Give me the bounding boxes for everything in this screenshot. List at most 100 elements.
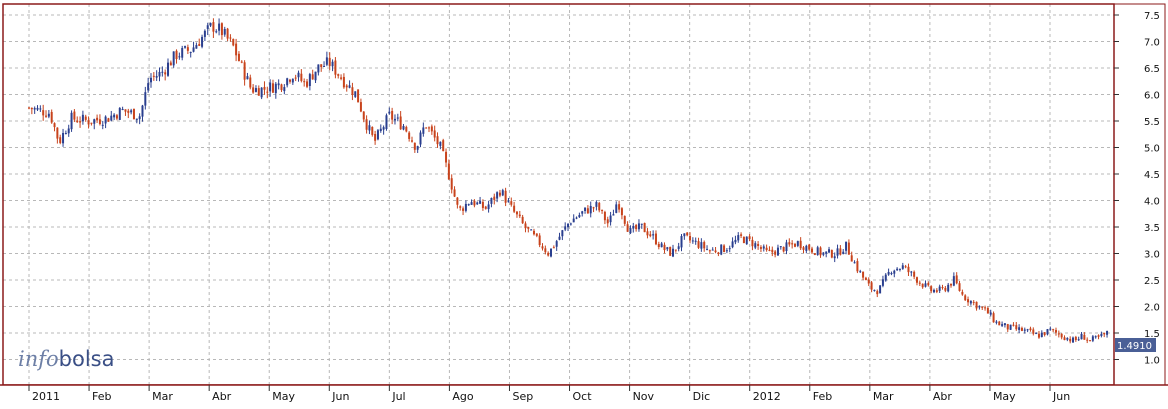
candle-body xyxy=(314,71,317,81)
candle-body xyxy=(532,230,535,235)
candle-body xyxy=(768,249,771,251)
candle-body xyxy=(915,277,918,283)
candle-body xyxy=(737,235,740,241)
candle-body xyxy=(864,277,867,281)
candle-body xyxy=(643,223,646,233)
candle-body xyxy=(351,87,354,95)
candle-body xyxy=(697,241,700,248)
candle-body xyxy=(992,313,995,323)
candle-body xyxy=(393,118,396,121)
candle-body xyxy=(745,236,748,245)
x-tick-label: Mar xyxy=(152,390,173,403)
candle-body xyxy=(1032,329,1035,334)
candle-body xyxy=(1060,333,1063,338)
candle-body xyxy=(544,248,547,253)
candle-body xyxy=(552,247,555,249)
candle-body xyxy=(198,44,201,46)
candle-body xyxy=(649,234,652,237)
candle-body xyxy=(64,133,67,135)
candle-body xyxy=(972,301,975,303)
candle-body xyxy=(235,43,238,56)
candle-body xyxy=(33,108,36,110)
candle-body xyxy=(896,268,899,271)
candle-body xyxy=(186,47,189,51)
y-tick-label: 1.5 xyxy=(1144,329,1160,340)
candle-body xyxy=(830,250,833,258)
candle-body xyxy=(757,244,760,246)
candle-body xyxy=(561,230,564,237)
candle-body xyxy=(578,214,581,218)
candle-body xyxy=(1012,324,1015,326)
candle-body xyxy=(1097,335,1100,337)
candle-body xyxy=(683,233,686,237)
candle-body xyxy=(328,57,331,66)
candle-body xyxy=(666,247,669,250)
candle-body xyxy=(1026,329,1029,331)
candle-body xyxy=(984,307,987,309)
x-tick-label: Nov xyxy=(633,390,655,403)
candle-body xyxy=(1043,332,1046,335)
candle-body xyxy=(788,242,791,245)
candle-body xyxy=(898,268,901,270)
candle-body xyxy=(930,286,933,292)
candle-body xyxy=(856,261,859,272)
candle-body xyxy=(379,128,382,131)
candle-body xyxy=(229,37,232,39)
y-tick-label: 7.5 xyxy=(1144,11,1160,22)
candle-body xyxy=(107,118,110,122)
candle-body xyxy=(252,87,255,93)
candle-body xyxy=(640,223,643,225)
candle-body xyxy=(950,283,953,286)
candle-body xyxy=(870,282,873,290)
candle-body xyxy=(547,252,550,256)
candle-body xyxy=(147,83,150,91)
candle-body xyxy=(416,146,419,150)
candle-body xyxy=(1080,333,1083,340)
candle-body xyxy=(345,85,348,88)
candle-body xyxy=(1069,338,1072,342)
candle-body xyxy=(944,287,947,291)
candle-body xyxy=(246,76,249,80)
candle-body xyxy=(53,123,56,128)
candle-body xyxy=(1077,339,1080,341)
candle-body xyxy=(924,283,927,287)
y-tick-label: 4.5 xyxy=(1144,170,1160,181)
candle-body xyxy=(816,247,819,255)
candle-body xyxy=(226,28,229,39)
candle-body xyxy=(708,250,711,252)
candle-body xyxy=(694,240,697,242)
candle-body xyxy=(203,30,206,37)
y-tick-label: 3.0 xyxy=(1144,250,1160,261)
candle-body xyxy=(847,242,850,255)
candle-body xyxy=(592,207,595,209)
candle-body xyxy=(291,78,294,83)
candle-body xyxy=(859,271,862,273)
x-tick-label: Abr xyxy=(933,390,953,403)
candle-body xyxy=(779,246,782,248)
candle-body xyxy=(669,246,672,256)
candle-body xyxy=(793,243,796,247)
y-tick-label: 1.0 xyxy=(1144,356,1160,367)
candle-body xyxy=(67,128,70,134)
candle-body xyxy=(286,78,289,86)
candle-body xyxy=(175,50,178,60)
candle-body xyxy=(496,192,499,199)
candle-body xyxy=(382,127,385,130)
candle-body xyxy=(467,204,470,206)
candle-body xyxy=(955,275,958,284)
candle-body xyxy=(615,204,618,213)
last-price-label: 1.4910 xyxy=(1117,341,1152,352)
candle-body xyxy=(703,242,706,249)
candle-body xyxy=(1103,332,1106,335)
candle-body xyxy=(717,252,720,254)
x-tick-label: Abr xyxy=(212,390,232,403)
candle-body xyxy=(161,71,164,73)
candle-body xyxy=(36,107,39,110)
candle-body xyxy=(1040,332,1043,338)
candle-body xyxy=(839,248,842,255)
candle-body xyxy=(845,241,848,251)
candle-body xyxy=(152,75,155,77)
y-tick-label: 6.0 xyxy=(1144,91,1160,102)
candle-body xyxy=(462,208,465,211)
